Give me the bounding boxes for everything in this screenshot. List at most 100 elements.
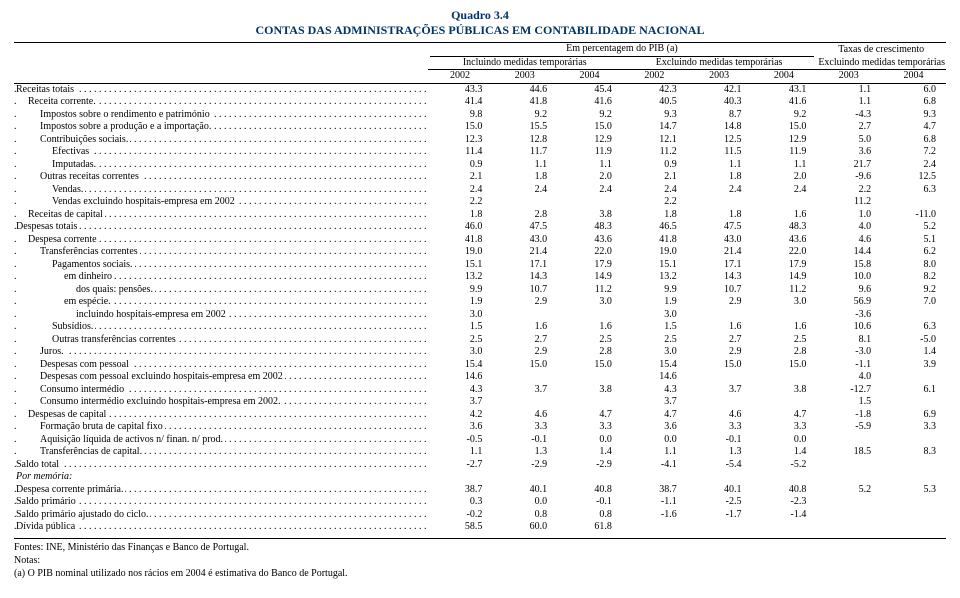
row-label: Outras receitas correntes — [14, 171, 428, 184]
cell-value: 15.0 — [428, 121, 493, 134]
cell-value: 5.2 — [816, 484, 881, 497]
table-row: Despesa corrente primária.38.740.140.838… — [14, 484, 946, 497]
cell-value: 1.8 — [687, 209, 752, 222]
cell-value: 56.9 — [816, 296, 881, 309]
cell-value: 46.5 — [622, 221, 687, 234]
cell-value — [492, 196, 557, 209]
cell-value: 15.0 — [751, 121, 816, 134]
cell-value: -0.1 — [492, 434, 557, 447]
year-col: 2002 — [428, 70, 493, 84]
table-number: Quadro 3.4 — [14, 8, 946, 23]
row-label: Consumo intermédio excluindo hospitais-e… — [14, 396, 428, 409]
cell-value: -5.2 — [751, 459, 816, 472]
cell-value: -3.0 — [816, 346, 881, 359]
cell-value — [816, 434, 881, 447]
header-excl2: Excluindo medidas temporárias — [816, 57, 946, 70]
cell-value: 2.2 — [428, 196, 493, 209]
cell-value: -2.5 — [687, 496, 752, 509]
cell-value: 1.3 — [492, 446, 557, 459]
row-label: Aquisição líquida de activos n/ finan. n… — [14, 434, 428, 447]
cell-value: 1.6 — [687, 321, 752, 334]
cell-value: 41.8 — [622, 234, 687, 247]
table-title: CONTAS DAS ADMINISTRAÇÕES PÚBLICAS EM CO… — [14, 23, 946, 38]
cell-value: 45.4 — [557, 83, 622, 96]
cell-value: 3.8 — [751, 384, 816, 397]
cell-value: 11.2 — [751, 284, 816, 297]
cell-value — [881, 496, 946, 509]
cell-value: -0.5 — [428, 434, 493, 447]
cell-value: 9.3 — [622, 109, 687, 122]
cell-value: 0.8 — [492, 509, 557, 522]
cell-value: 3.3 — [881, 421, 946, 434]
cell-value: -3.6 — [816, 309, 881, 322]
cell-value: 3.8 — [557, 384, 622, 397]
cell-value: 1.1 — [816, 83, 881, 96]
cell-value: 4.6 — [816, 234, 881, 247]
cell-value: 2.8 — [557, 346, 622, 359]
cell-value: 2.7 — [687, 334, 752, 347]
cell-value: 41.8 — [492, 96, 557, 109]
cell-value: 0.3 — [428, 496, 493, 509]
row-label: Formação bruta de capital fixo — [14, 421, 428, 434]
cell-value: 3.3 — [492, 421, 557, 434]
table-title-block: Quadro 3.4 CONTAS DAS ADMINISTRAÇÕES PÚB… — [14, 8, 946, 38]
cell-value — [428, 471, 493, 484]
cell-value: 1.3 — [687, 446, 752, 459]
cell-value: 0.0 — [557, 434, 622, 447]
cell-value: 2.9 — [687, 346, 752, 359]
cell-value: 9.2 — [751, 109, 816, 122]
cell-value: 8.0 — [881, 259, 946, 272]
cell-value — [492, 371, 557, 384]
cell-value: 15.0 — [557, 121, 622, 134]
cell-value: 15.8 — [816, 259, 881, 272]
cell-value: 4.0 — [816, 371, 881, 384]
cell-value: 2.4 — [557, 184, 622, 197]
cell-value: -1.8 — [816, 409, 881, 422]
table-row: Aquisição líquida de activos n/ finan. n… — [14, 434, 946, 447]
cell-value: 11.2 — [622, 146, 687, 159]
table-row: Formação bruta de capital fixo3.63.33.33… — [14, 421, 946, 434]
year-col: 2004 — [881, 70, 946, 84]
cell-value: 12.9 — [751, 134, 816, 147]
cell-value: 9.2 — [881, 284, 946, 297]
cell-value: 1.1 — [557, 159, 622, 172]
table-row: Saldo primário ajustado do ciclo.-0.20.8… — [14, 509, 946, 522]
cell-value: 40.3 — [687, 96, 752, 109]
cell-value: 3.0 — [428, 346, 493, 359]
cell-value: 1.1 — [492, 159, 557, 172]
table-row: Transferências correntes19.021.422.019.0… — [14, 246, 946, 259]
cell-value: 9.3 — [881, 109, 946, 122]
cell-value: 3.6 — [428, 421, 493, 434]
cell-value: 2.4 — [751, 184, 816, 197]
cell-value — [492, 309, 557, 322]
cell-value: 0.0 — [751, 434, 816, 447]
cell-value: 2.9 — [687, 296, 752, 309]
row-label: incluindo hospitais-empresa em 2002 — [14, 309, 428, 322]
cell-value: 12.8 — [492, 134, 557, 147]
cell-value: 1.6 — [557, 321, 622, 334]
cell-value — [751, 471, 816, 484]
cell-value: 44.6 — [492, 83, 557, 96]
cell-value: 7.0 — [881, 296, 946, 309]
row-label: Saldo primário ajustado do ciclo. — [14, 509, 428, 522]
cell-value: 2.0 — [751, 171, 816, 184]
cell-value: 11.9 — [751, 146, 816, 159]
cell-value: 1.8 — [622, 209, 687, 222]
cell-value: 9.9 — [428, 284, 493, 297]
cell-value: 3.0 — [557, 296, 622, 309]
cell-value: 1.5 — [428, 321, 493, 334]
cell-value: 2.7 — [492, 334, 557, 347]
cell-value: 4.2 — [428, 409, 493, 422]
cell-value: 41.4 — [428, 96, 493, 109]
cell-value: 3.0 — [751, 296, 816, 309]
cell-value: 3.3 — [557, 421, 622, 434]
cell-value: -11.0 — [881, 209, 946, 222]
cell-value — [687, 309, 752, 322]
cell-value: 2.7 — [816, 121, 881, 134]
table-row: Vendas.2.42.42.42.42.42.42.26.3 — [14, 184, 946, 197]
cell-value: -4.3 — [816, 109, 881, 122]
cell-value: -1.1 — [622, 496, 687, 509]
cell-value: 5.1 — [881, 234, 946, 247]
cell-value: 12.1 — [622, 134, 687, 147]
cell-value: -1.4 — [751, 509, 816, 522]
